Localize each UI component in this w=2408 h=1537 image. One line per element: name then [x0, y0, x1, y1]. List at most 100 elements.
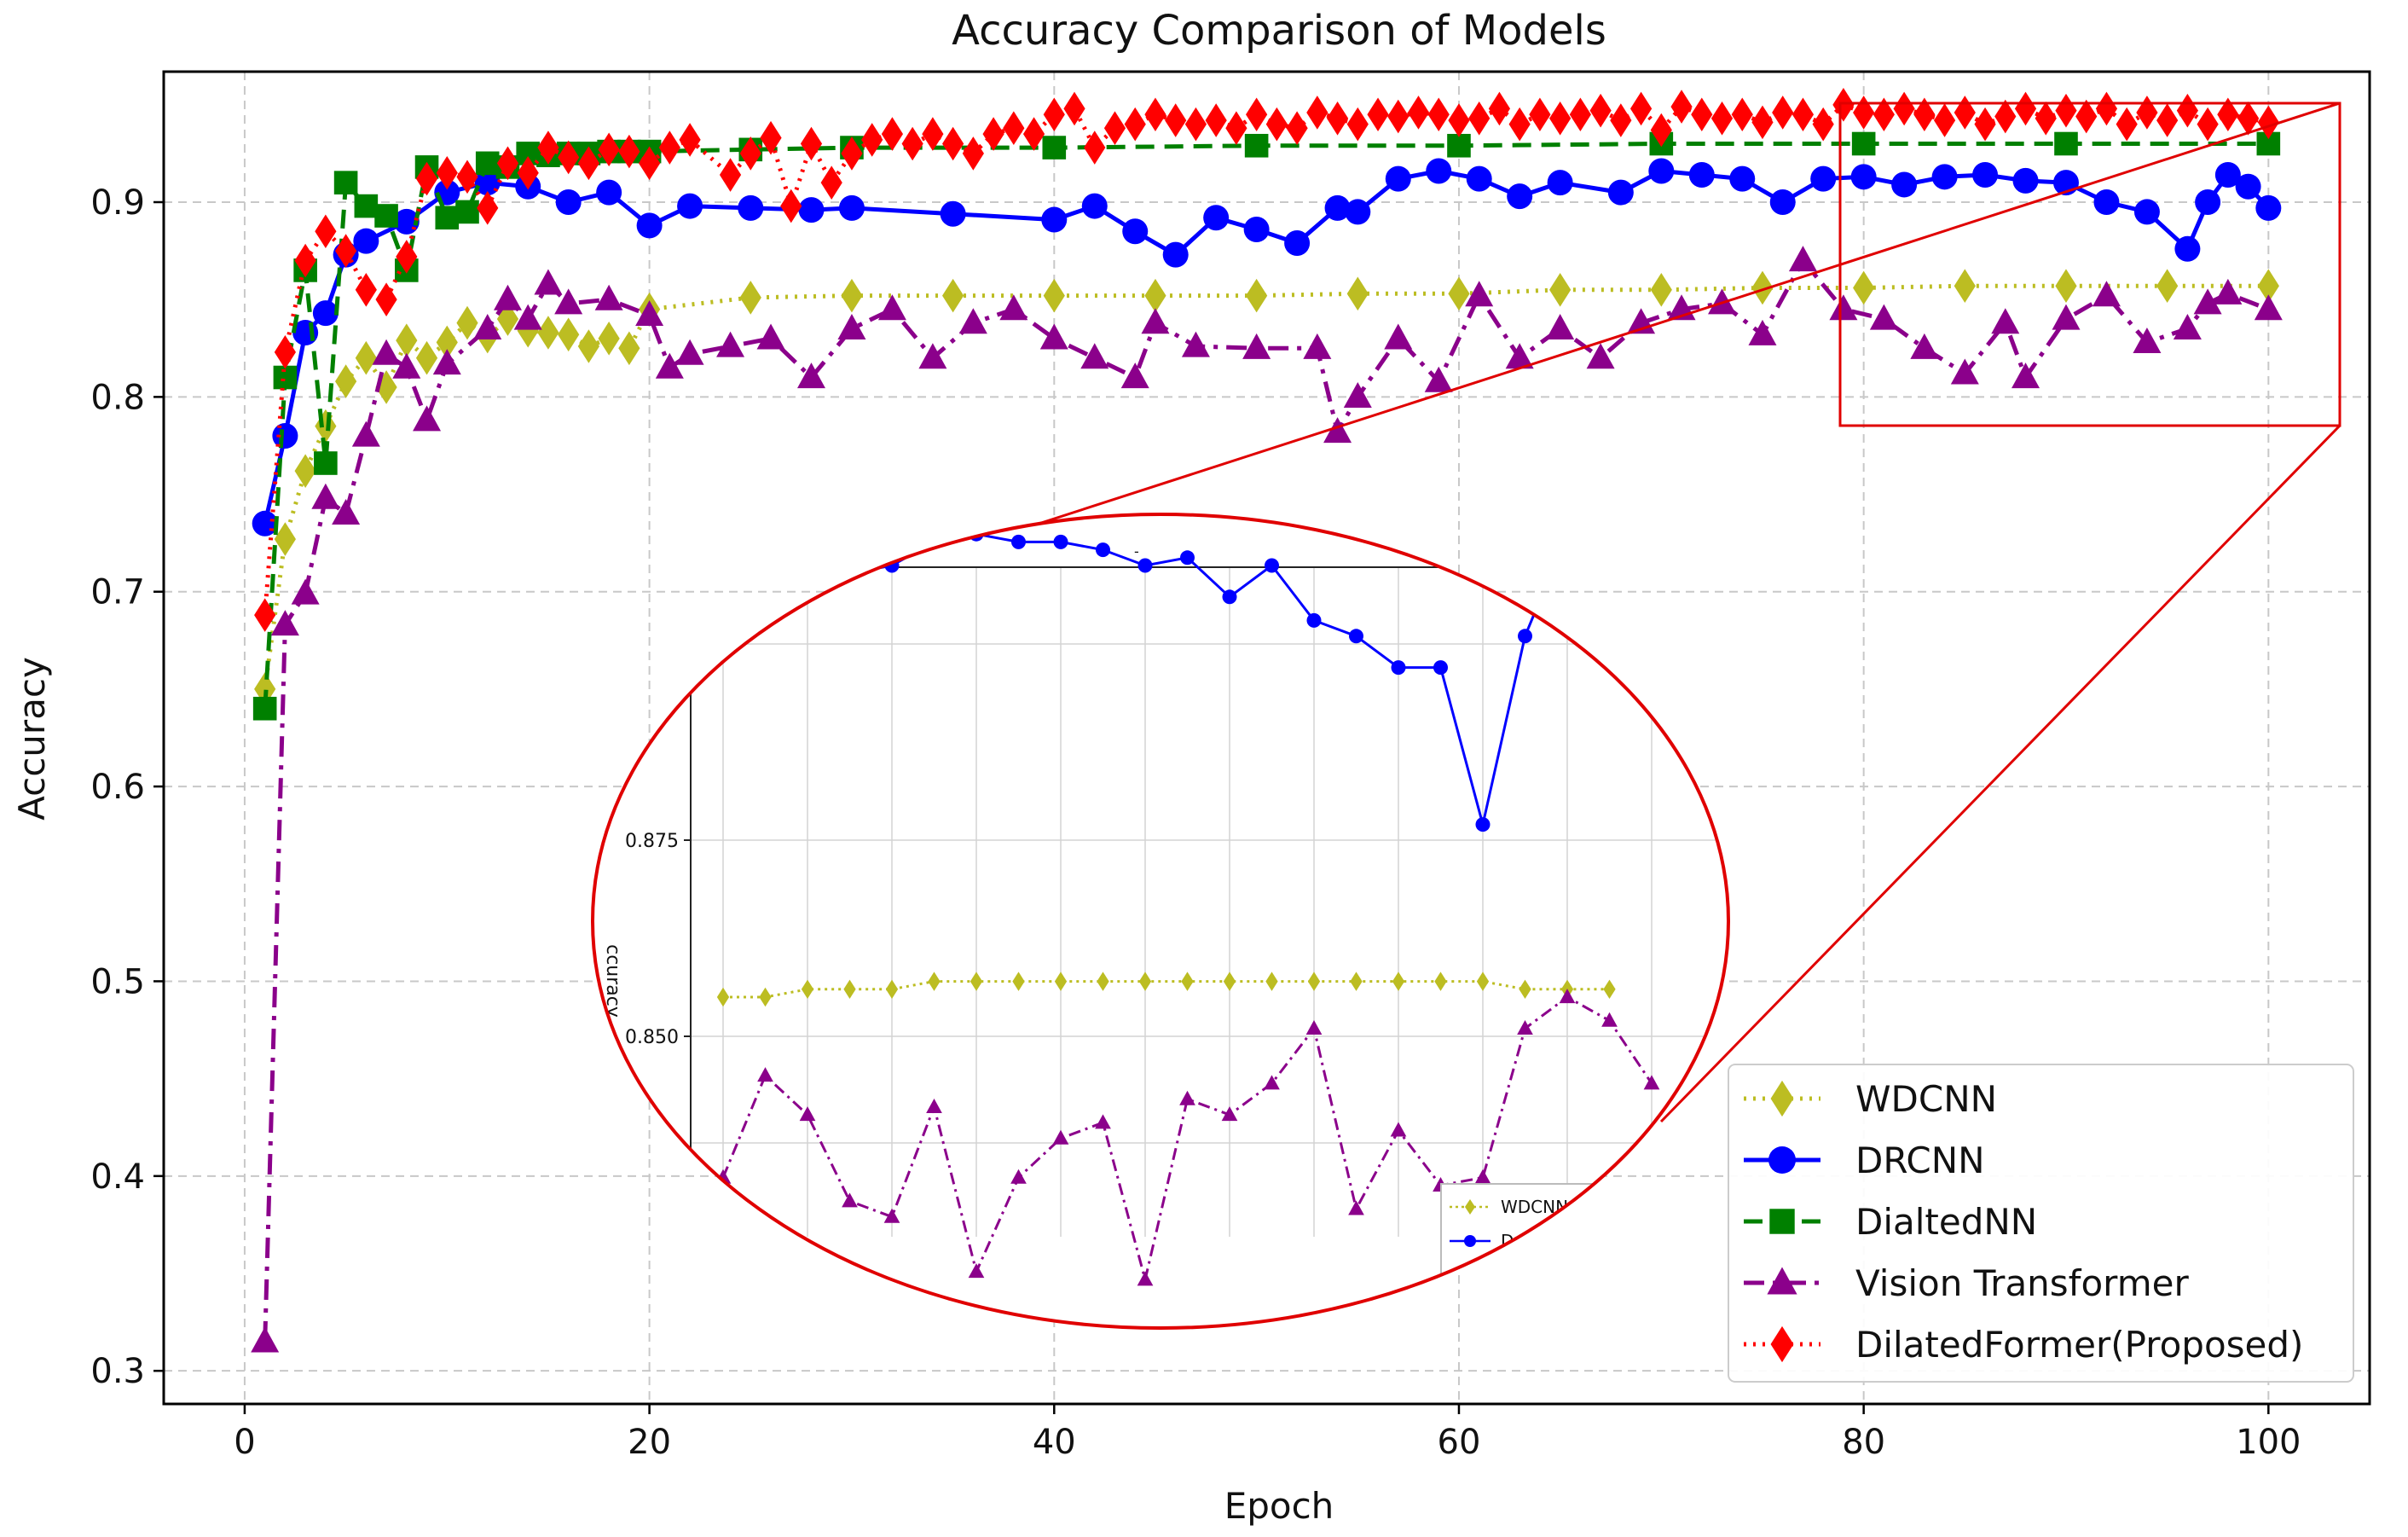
data-point [2012, 167, 2039, 194]
data-point [415, 340, 438, 375]
series-dilatedformer-proposed [254, 88, 2279, 632]
data-point [838, 194, 865, 221]
data-point [1788, 246, 1817, 272]
data-point [554, 288, 583, 315]
inset-data-point [1264, 1075, 1280, 1090]
data-point [1041, 206, 1068, 233]
data-point [392, 352, 421, 379]
data-point [2195, 189, 2221, 216]
legend-marker-dilatedformer-proposed [1770, 1325, 1794, 1363]
data-point [796, 362, 825, 389]
inset-data-point [1603, 979, 1616, 1000]
legend-marker-vision-transformer [1767, 1267, 1797, 1295]
data-point [475, 151, 500, 176]
inset-data-point [1475, 817, 1491, 832]
x-tick-label: 80 [1842, 1423, 1885, 1462]
data-point [354, 194, 379, 218]
data-point [2237, 102, 2260, 136]
data-point [2133, 328, 2162, 354]
data-point [1141, 308, 1170, 334]
data-point [1120, 362, 1149, 389]
data-point [1205, 103, 1227, 137]
data-point [2254, 294, 2283, 321]
data-point [415, 161, 438, 196]
data-point [1022, 117, 1045, 151]
inset-legend-marker-1 [1465, 1199, 1475, 1215]
data-point [756, 323, 785, 350]
data-point [396, 240, 418, 274]
data-point [2035, 102, 2057, 136]
y-axis-label: Accuracy [11, 657, 53, 821]
chart-title: Accuracy Comparison of Models [952, 7, 1606, 55]
data-point [355, 272, 377, 307]
data-point [2214, 162, 2241, 188]
data-point [942, 126, 964, 161]
legend-label-dilatedformer-proposed: DilatedFormer(Proposed) [1855, 1324, 2303, 1366]
inset-data-point [1307, 972, 1321, 991]
data-point [2055, 269, 2077, 303]
data-point [473, 314, 502, 340]
data-point [1103, 111, 1126, 146]
data-point [436, 155, 458, 190]
inset-data-point [926, 1098, 942, 1113]
inset-data-point [1643, 1075, 1660, 1090]
data-point [1873, 97, 1895, 132]
legend-marker-wdcnn [1770, 1080, 1794, 1117]
data-point [1184, 107, 1207, 142]
data-point [2156, 103, 2179, 137]
data-point [739, 136, 761, 171]
data-point [455, 200, 479, 224]
data-point [1586, 343, 1615, 369]
inset-data-point [843, 979, 856, 1000]
data-point [1081, 193, 1108, 219]
data-point [558, 140, 580, 175]
data-point [1650, 272, 1672, 307]
data-point [1931, 164, 1958, 190]
data-point [1529, 97, 1551, 132]
inset-legend-marker-2 [1464, 1235, 1476, 1247]
data-point [2214, 278, 2243, 304]
y-tick-label: 0.5 [90, 962, 145, 1001]
inset-data-point [1601, 1012, 1618, 1027]
inset-y-tick-label: 0.875 [625, 831, 679, 852]
data-point [2075, 99, 2098, 134]
data-point [1850, 164, 1877, 190]
inset-data-point [1391, 660, 1406, 676]
data-point [335, 364, 357, 398]
data-point [1181, 331, 1210, 357]
inset-data-point [1180, 550, 1195, 566]
data-point [315, 214, 337, 249]
data-point [1124, 107, 1146, 142]
data-point [1748, 319, 1777, 345]
inset-data-point [1095, 1114, 1111, 1129]
data-point [1792, 97, 1815, 132]
data-point [1751, 105, 1774, 140]
data-point [1508, 107, 1531, 142]
data-point [1367, 97, 1389, 132]
data-point [618, 331, 640, 366]
data-point [1265, 107, 1288, 142]
inset-series-line [723, 980, 1610, 999]
data-point [1387, 99, 1409, 134]
inset-data-point [1517, 1019, 1533, 1035]
data-point [1891, 171, 1918, 198]
data-point [716, 331, 745, 357]
data-point [1144, 97, 1166, 132]
data-point [272, 423, 298, 450]
data-point [1080, 343, 1109, 369]
data-point [1933, 103, 1956, 137]
data-point [1343, 381, 1372, 408]
data-point [1003, 111, 1025, 146]
inset-series-wdcnn [716, 972, 1616, 1007]
data-point [1893, 91, 1915, 126]
inset-data-point [968, 1263, 985, 1279]
data-point [1042, 136, 1067, 160]
series-line [263, 283, 2269, 690]
data-point [1549, 272, 1572, 307]
data-point [635, 300, 664, 327]
data-point [2052, 304, 2081, 330]
data-point [739, 281, 761, 315]
data-point [435, 206, 460, 230]
y-tick-label: 0.6 [90, 768, 145, 807]
